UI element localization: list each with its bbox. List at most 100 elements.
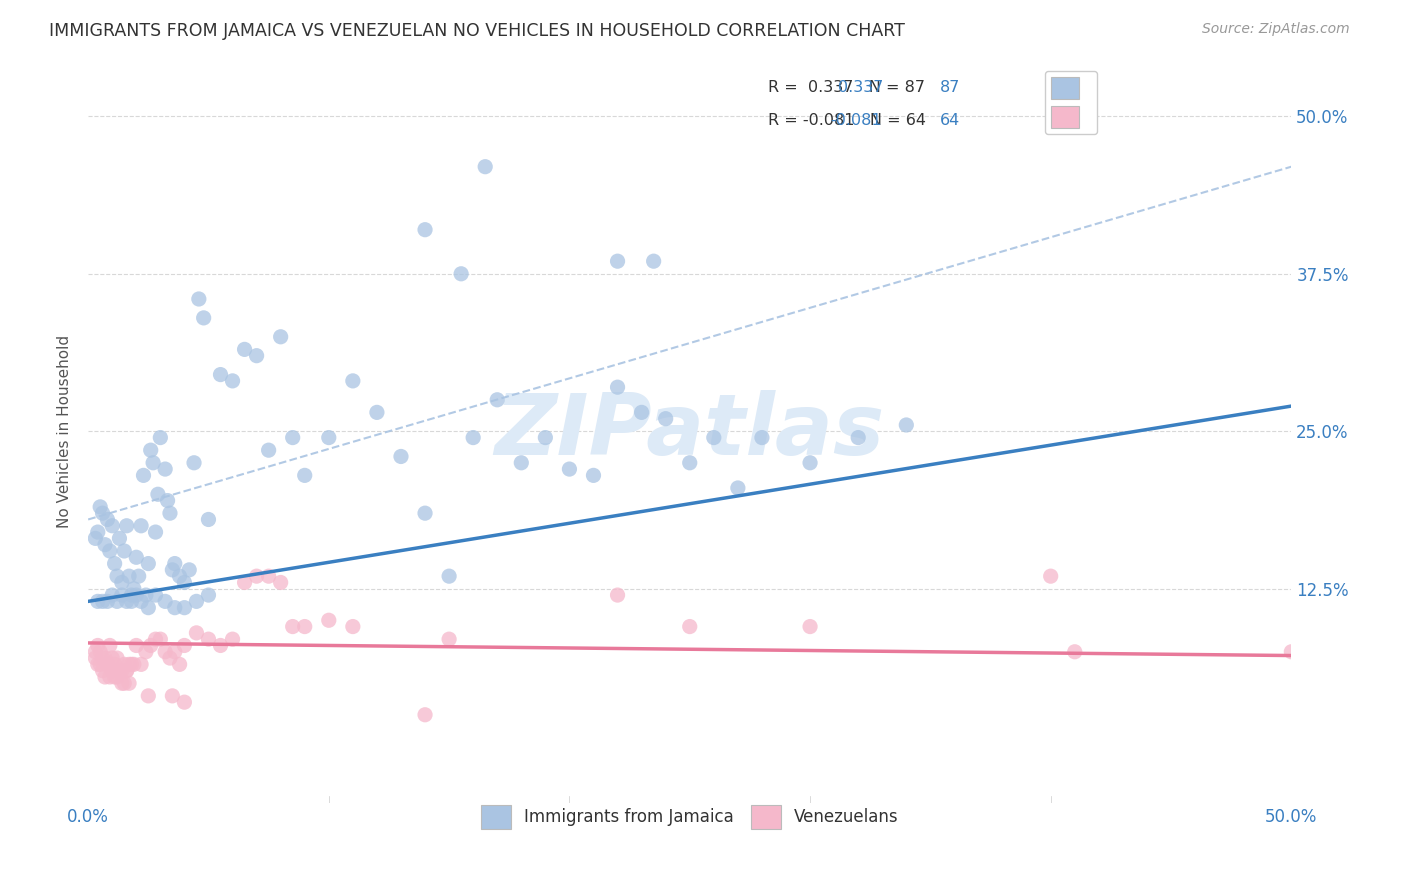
Point xyxy=(153,645,176,659)
Point xyxy=(163,600,186,615)
Point xyxy=(104,557,127,571)
Point xyxy=(84,651,107,665)
Point xyxy=(139,639,162,653)
Point xyxy=(91,594,114,608)
Point xyxy=(169,657,191,672)
Point xyxy=(105,569,128,583)
Point xyxy=(121,657,143,672)
Point xyxy=(121,594,143,608)
Point xyxy=(679,619,702,633)
Point xyxy=(122,582,145,596)
Point xyxy=(135,588,157,602)
Point xyxy=(727,481,749,495)
Point xyxy=(193,310,215,325)
Y-axis label: No Vehicles in Household: No Vehicles in Household xyxy=(58,334,72,528)
Point xyxy=(197,512,219,526)
Point xyxy=(108,664,131,678)
Point xyxy=(129,594,152,608)
Point xyxy=(197,588,219,602)
Point xyxy=(209,368,232,382)
Text: Source: ZipAtlas.com: Source: ZipAtlas.com xyxy=(1202,22,1350,37)
Point xyxy=(389,450,412,464)
Point xyxy=(534,431,557,445)
Text: -0.081: -0.081 xyxy=(831,113,882,128)
Text: ZIPatlas: ZIPatlas xyxy=(495,390,884,473)
Point xyxy=(654,411,676,425)
Point xyxy=(87,594,110,608)
Point xyxy=(173,600,195,615)
Point xyxy=(98,544,121,558)
Point xyxy=(366,405,388,419)
Text: 87: 87 xyxy=(941,79,960,95)
Point xyxy=(582,468,605,483)
Point xyxy=(606,380,628,394)
Point xyxy=(87,524,110,539)
Point xyxy=(173,575,195,590)
Point xyxy=(162,563,184,577)
Point xyxy=(257,443,280,458)
Point xyxy=(510,456,533,470)
Point xyxy=(122,657,145,672)
Point xyxy=(125,588,148,602)
Point xyxy=(558,462,581,476)
Point xyxy=(89,645,111,659)
Point xyxy=(703,431,725,445)
Text: IMMIGRANTS FROM JAMAICA VS VENEZUELAN NO VEHICLES IN HOUSEHOLD CORRELATION CHART: IMMIGRANTS FROM JAMAICA VS VENEZUELAN NO… xyxy=(49,22,905,40)
Point xyxy=(679,456,702,470)
Point xyxy=(153,462,176,476)
Text: R = -0.081   N = 64: R = -0.081 N = 64 xyxy=(768,113,927,128)
Point xyxy=(799,456,821,470)
Point xyxy=(111,588,134,602)
Point xyxy=(221,374,243,388)
Point xyxy=(101,588,124,602)
Point xyxy=(94,538,117,552)
Point xyxy=(1279,645,1302,659)
Point xyxy=(84,532,107,546)
Point xyxy=(209,639,232,653)
Point xyxy=(94,670,117,684)
Point xyxy=(105,670,128,684)
Point xyxy=(91,664,114,678)
Point xyxy=(118,676,141,690)
Point xyxy=(221,632,243,647)
Point xyxy=(136,689,159,703)
Point xyxy=(799,619,821,633)
Point xyxy=(108,664,131,678)
Point xyxy=(111,676,134,690)
Point xyxy=(187,292,209,306)
Point xyxy=(246,349,269,363)
Point xyxy=(162,689,184,703)
Point xyxy=(91,506,114,520)
Point xyxy=(112,544,135,558)
Point xyxy=(186,594,208,608)
Point xyxy=(1063,645,1085,659)
Point xyxy=(139,443,162,458)
Point xyxy=(233,575,256,590)
Point xyxy=(294,619,316,633)
Point xyxy=(270,575,292,590)
Point xyxy=(91,651,114,665)
Point xyxy=(281,619,304,633)
Point xyxy=(318,613,340,627)
Point xyxy=(145,588,167,602)
Text: 0.337: 0.337 xyxy=(838,79,883,95)
Point xyxy=(101,664,124,678)
Point xyxy=(87,657,110,672)
Point xyxy=(111,664,134,678)
Point xyxy=(132,468,155,483)
Point xyxy=(111,575,134,590)
Point xyxy=(115,664,138,678)
Point xyxy=(129,657,152,672)
Point xyxy=(121,588,143,602)
Point xyxy=(105,651,128,665)
Point xyxy=(257,569,280,583)
Point xyxy=(96,594,118,608)
Point xyxy=(149,431,172,445)
Point xyxy=(186,625,208,640)
Point xyxy=(104,657,127,672)
Point xyxy=(450,267,472,281)
Point xyxy=(281,431,304,445)
Point xyxy=(270,330,292,344)
Point xyxy=(183,456,205,470)
Point xyxy=(115,664,138,678)
